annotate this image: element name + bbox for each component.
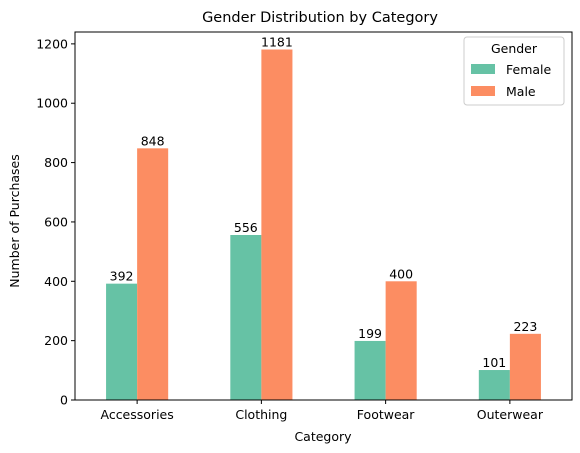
y-tick-label: 400 [44, 274, 68, 289]
legend-swatch-male [471, 86, 495, 96]
x-tick-label: Footwear [357, 407, 416, 422]
y-axis: 0 200 400 600 800 1000 1200 [36, 36, 75, 408]
bar-male [261, 49, 293, 401]
bar-value-label: 223 [513, 319, 537, 334]
y-tick-label: 600 [44, 214, 68, 229]
bar-male [385, 281, 417, 400]
bar-value-label: 199 [358, 326, 382, 341]
bar-value-label: 556 [234, 220, 258, 235]
bar-male [509, 333, 541, 400]
y-tick-label: 200 [44, 333, 68, 348]
y-tick-label: 800 [44, 155, 68, 170]
x-axis: Accessories Clothing Footwear Outerwear [100, 400, 544, 422]
bar-value-label: 400 [389, 266, 413, 281]
bar-value-label: 848 [141, 133, 165, 148]
y-axis-label: Number of Purchases [7, 154, 22, 287]
axes-frame [74, 31, 573, 401]
legend-title: Gender [491, 41, 538, 56]
bar-female [106, 283, 138, 400]
chart-title: Gender Distribution by Category [202, 10, 438, 26]
bar-female [354, 340, 386, 400]
bar-value-label: 1181 [261, 35, 293, 50]
legend: Gender Female Male [463, 36, 565, 106]
x-tick-label: Accessories [100, 407, 173, 422]
bar-female [230, 234, 262, 400]
legend-label-female: Female [506, 62, 552, 77]
x-axis-label: Category [294, 429, 352, 444]
y-tick-label: 1200 [36, 36, 68, 51]
x-tick-label: Outerwear [477, 407, 544, 422]
bar-female [478, 370, 510, 400]
bar-value-label: 392 [110, 269, 134, 284]
bar-value-label: 101 [482, 355, 506, 370]
legend-label-male: Male [506, 84, 536, 99]
y-tick-label: 0 [60, 393, 68, 408]
x-tick-label: Clothing [235, 407, 287, 422]
bar-male [137, 148, 169, 400]
plot-area: 392 556 199 101 848 1181 400 223 [106, 35, 541, 401]
legend-swatch-female [471, 64, 495, 74]
y-tick-label: 1000 [36, 96, 68, 111]
